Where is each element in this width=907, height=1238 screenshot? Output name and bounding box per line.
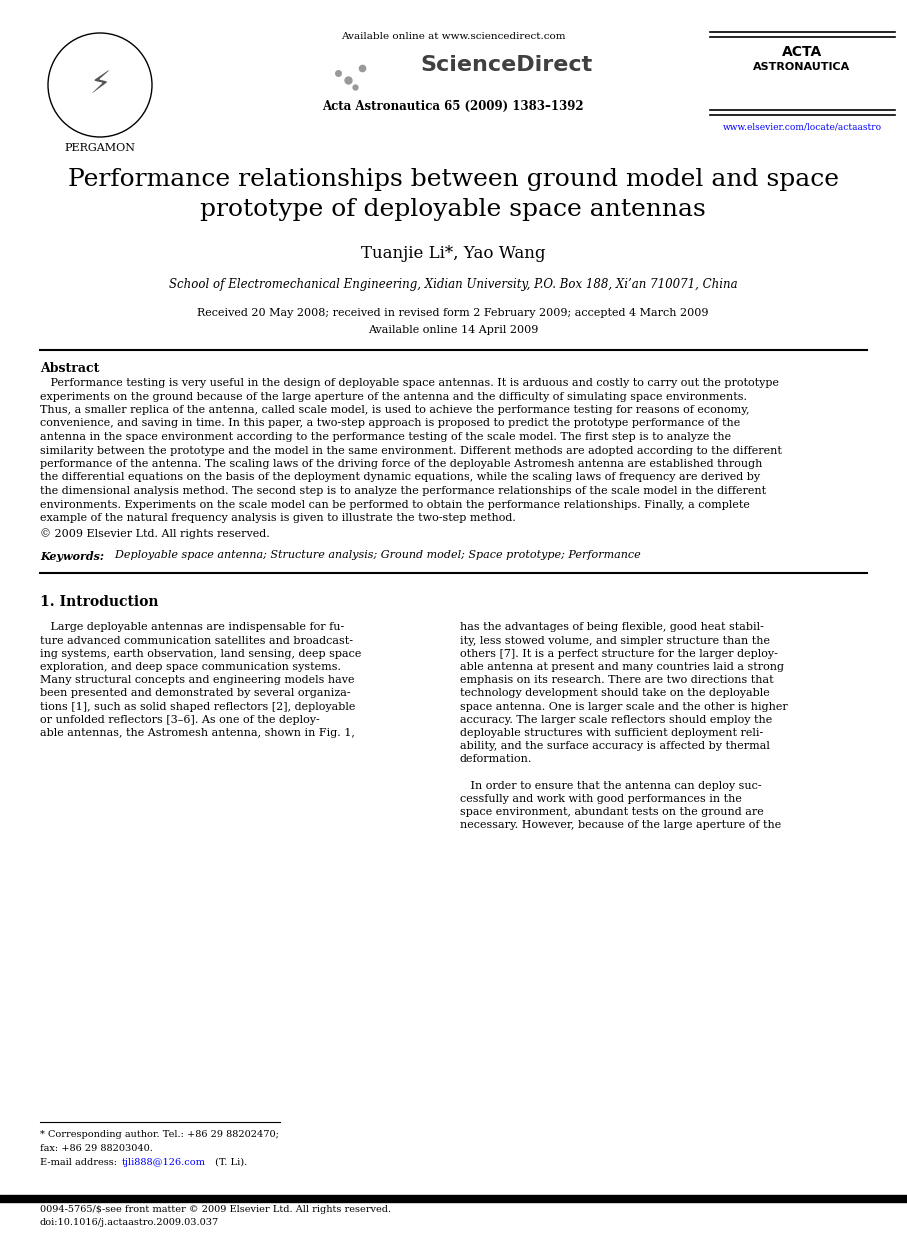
Text: able antenna at present and many countries laid a strong: able antenna at present and many countri… bbox=[460, 662, 784, 672]
Text: ⚡: ⚡ bbox=[89, 71, 111, 99]
Text: has the advantages of being flexible, good heat stabil-: has the advantages of being flexible, go… bbox=[460, 623, 764, 633]
Text: deployable structures with sufficient deployment reli-: deployable structures with sufficient de… bbox=[460, 728, 764, 738]
Text: cessfully and work with good performances in the: cessfully and work with good performance… bbox=[460, 794, 742, 805]
Text: (T. Li).: (T. Li). bbox=[212, 1158, 248, 1167]
Text: emphasis on its research. There are two directions that: emphasis on its research. There are two … bbox=[460, 675, 774, 686]
Text: accuracy. The larger scale reflectors should employ the: accuracy. The larger scale reflectors sh… bbox=[460, 714, 772, 725]
Text: others [7]. It is a perfect structure for the larger deploy-: others [7]. It is a perfect structure fo… bbox=[460, 649, 778, 659]
Text: space environment, abundant tests on the ground are: space environment, abundant tests on the… bbox=[460, 807, 764, 817]
Text: necessary. However, because of the large aperture of the: necessary. However, because of the large… bbox=[460, 821, 781, 831]
Text: the dimensional analysis method. The second step is to analyze the performance r: the dimensional analysis method. The sec… bbox=[40, 487, 766, 496]
Text: deformation.: deformation. bbox=[460, 754, 532, 765]
Text: experiments on the ground because of the large aperture of the antenna and the d: experiments on the ground because of the… bbox=[40, 391, 747, 401]
Text: Available online at www.sciencedirect.com: Available online at www.sciencedirect.co… bbox=[341, 32, 565, 41]
Text: technology development should take on the deployable: technology development should take on th… bbox=[460, 688, 770, 698]
Text: Keywords:: Keywords: bbox=[40, 551, 104, 562]
Text: Acta Astronautica 65 (2009) 1383–1392: Acta Astronautica 65 (2009) 1383–1392 bbox=[322, 100, 584, 113]
Text: ability, and the surface accuracy is affected by thermal: ability, and the surface accuracy is aff… bbox=[460, 742, 770, 751]
Text: doi:10.1016/j.actaastro.2009.03.037: doi:10.1016/j.actaastro.2009.03.037 bbox=[40, 1218, 219, 1227]
Text: example of the natural frequency analysis is given to illustrate the two-step me: example of the natural frequency analysi… bbox=[40, 513, 516, 522]
Text: Performance relationships between ground model and space: Performance relationships between ground… bbox=[67, 168, 838, 191]
Text: E-mail address:: E-mail address: bbox=[40, 1158, 120, 1167]
Text: space antenna. One is larger scale and the other is higher: space antenna. One is larger scale and t… bbox=[460, 702, 788, 712]
Text: fax: +86 29 88203040.: fax: +86 29 88203040. bbox=[40, 1144, 153, 1153]
Text: antenna in the space environment according to the performance testing of the sca: antenna in the space environment accordi… bbox=[40, 432, 731, 442]
Text: prototype of deployable space antennas: prototype of deployable space antennas bbox=[200, 198, 706, 222]
Text: School of Electromechanical Engineering, Xidian University, P.O. Box 188, Xi’an : School of Electromechanical Engineering,… bbox=[169, 279, 737, 291]
Text: been presented and demonstrated by several organiza-: been presented and demonstrated by sever… bbox=[40, 688, 351, 698]
Text: Performance testing is very useful in the design of deployable space antennas. I: Performance testing is very useful in th… bbox=[40, 378, 779, 387]
Text: © 2009 Elsevier Ltd. All rights reserved.: © 2009 Elsevier Ltd. All rights reserved… bbox=[40, 529, 269, 540]
Text: 1. Introduction: 1. Introduction bbox=[40, 594, 159, 609]
Text: environments. Experiments on the scale model can be performed to obtain the perf: environments. Experiments on the scale m… bbox=[40, 499, 750, 510]
Text: Received 20 May 2008; received in revised form 2 February 2009; accepted 4 March: Received 20 May 2008; received in revise… bbox=[197, 308, 708, 318]
Text: Thus, a smaller replica of the antenna, called scale model, is used to achieve t: Thus, a smaller replica of the antenna, … bbox=[40, 405, 749, 415]
Text: ture advanced communication satellites and broadcast-: ture advanced communication satellites a… bbox=[40, 635, 353, 646]
Text: PERGAMON: PERGAMON bbox=[64, 144, 135, 154]
Text: convenience, and saving in time. In this paper, a two-step approach is proposed : convenience, and saving in time. In this… bbox=[40, 418, 740, 428]
Text: ASTRONAUTICA: ASTRONAUTICA bbox=[754, 62, 851, 72]
Text: Many structural concepts and engineering models have: Many structural concepts and engineering… bbox=[40, 675, 355, 686]
Text: ScienceDirect: ScienceDirect bbox=[420, 54, 592, 76]
Text: In order to ensure that the antenna can deploy suc-: In order to ensure that the antenna can … bbox=[460, 781, 762, 791]
Text: exploration, and deep space communication systems.: exploration, and deep space communicatio… bbox=[40, 662, 341, 672]
Text: Large deployable antennas are indispensable for fu-: Large deployable antennas are indispensa… bbox=[40, 623, 345, 633]
Text: 0094-5765/$-see front matter © 2009 Elsevier Ltd. All rights reserved.: 0094-5765/$-see front matter © 2009 Else… bbox=[40, 1205, 391, 1214]
Text: the differential equations on the basis of the deployment dynamic equations, whi: the differential equations on the basis … bbox=[40, 473, 760, 483]
Text: Available online 14 April 2009: Available online 14 April 2009 bbox=[368, 326, 538, 335]
Text: able antennas, the Astromesh antenna, shown in Fig. 1,: able antennas, the Astromesh antenna, sh… bbox=[40, 728, 355, 738]
Text: similarity between the prototype and the model in the same environment. Differen: similarity between the prototype and the… bbox=[40, 446, 782, 456]
Text: tions [1], such as solid shaped reflectors [2], deployable: tions [1], such as solid shaped reflecto… bbox=[40, 702, 356, 712]
Text: performance of the antenna. The scaling laws of the driving force of the deploya: performance of the antenna. The scaling … bbox=[40, 459, 763, 469]
Text: Abstract: Abstract bbox=[40, 361, 100, 375]
Text: Deployable space antenna; Structure analysis; Ground model; Space prototype; Per: Deployable space antenna; Structure anal… bbox=[108, 551, 640, 561]
Text: ACTA: ACTA bbox=[782, 45, 822, 59]
Text: www.elsevier.com/locate/actaastro: www.elsevier.com/locate/actaastro bbox=[723, 123, 882, 131]
Text: ing systems, earth observation, land sensing, deep space: ing systems, earth observation, land sen… bbox=[40, 649, 361, 659]
Text: * Corresponding author. Tel.: +86 29 88202470;: * Corresponding author. Tel.: +86 29 882… bbox=[40, 1130, 278, 1139]
Text: or unfolded reflectors [3–6]. As one of the deploy-: or unfolded reflectors [3–6]. As one of … bbox=[40, 714, 320, 725]
Text: ity, less stowed volume, and simpler structure than the: ity, less stowed volume, and simpler str… bbox=[460, 635, 770, 646]
Text: tjli888@126.com: tjli888@126.com bbox=[122, 1158, 206, 1167]
Text: Tuanjie Li*, Yao Wang: Tuanjie Li*, Yao Wang bbox=[361, 245, 545, 262]
